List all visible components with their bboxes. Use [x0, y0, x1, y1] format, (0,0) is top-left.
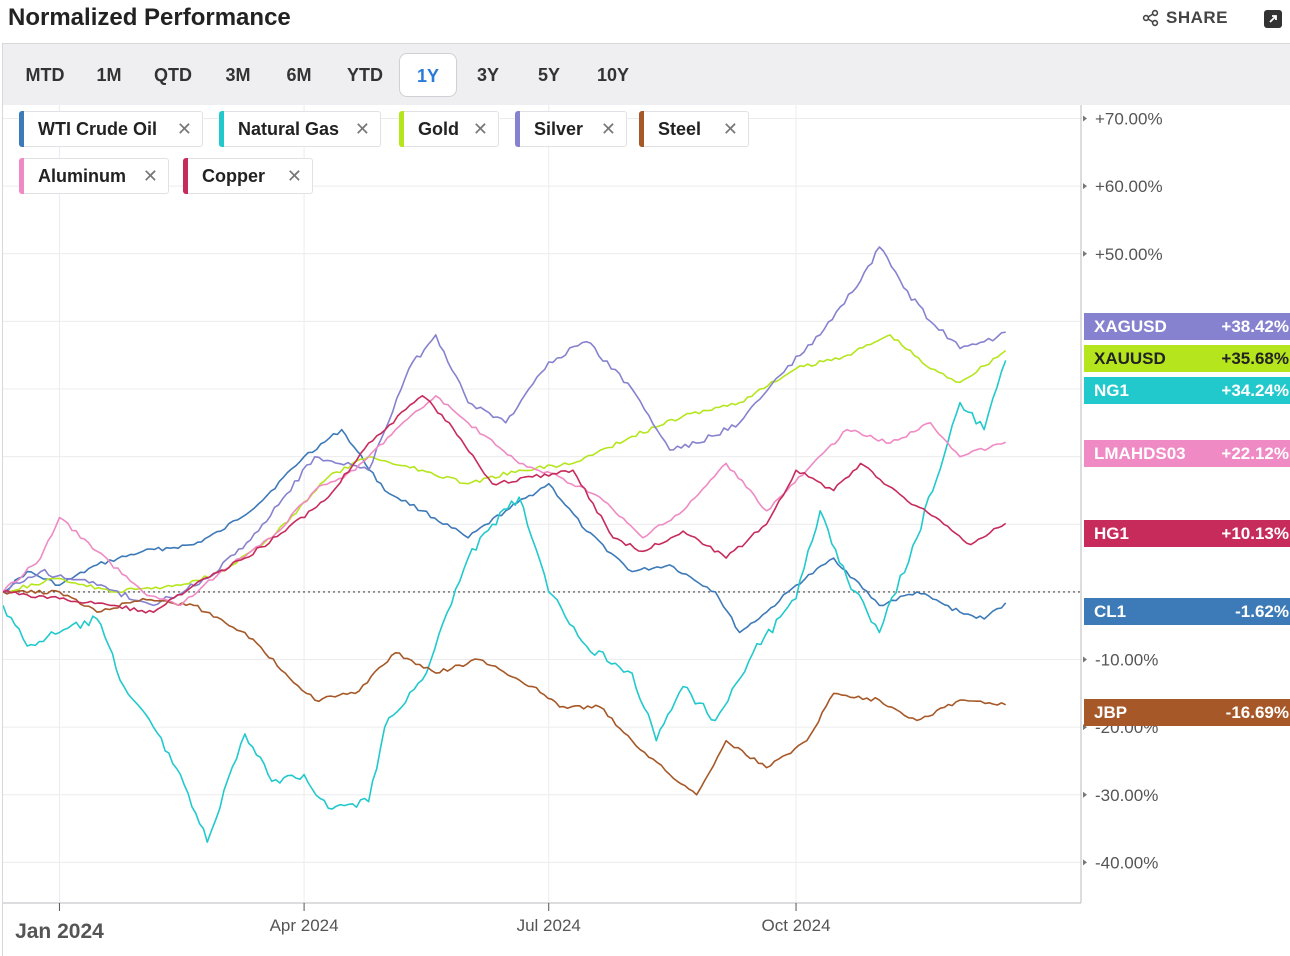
- legend-chip-silver[interactable]: Silver ✕: [515, 111, 627, 147]
- value-tag-ticker: XAGUSD: [1094, 316, 1167, 336]
- legend-chip-natural-gas[interactable]: Natural Gas ✕: [219, 111, 381, 147]
- value-tag-ng1: NG1 +34.24%: [1084, 377, 1290, 404]
- remove-series-icon[interactable]: ✕: [286, 165, 302, 186]
- expand-button[interactable]: [1264, 10, 1282, 28]
- range-button-3y[interactable]: 3Y: [476, 65, 500, 85]
- range-button-1y[interactable]: 1Y: [399, 53, 457, 97]
- share-button[interactable]: SHARE: [1142, 8, 1228, 28]
- range-toolbar: MTD 1M QTD 3M 6M YTD 1Y 3Y 5Y 10Y: [2, 43, 1290, 105]
- y-tick-mark: [1083, 859, 1087, 866]
- legend-color-swatch: [399, 111, 404, 147]
- legend-chip-aluminum[interactable]: Aluminum ✕: [19, 158, 169, 194]
- value-tag-value: +34.24%: [1221, 380, 1289, 400]
- range-button-5y[interactable]: 5Y: [537, 65, 561, 85]
- share-icon: [1142, 9, 1159, 27]
- series-line-xagusd[interactable]: [3, 246, 1006, 607]
- remove-series-icon[interactable]: ✕: [472, 118, 488, 139]
- remove-series-icon[interactable]: ✕: [354, 118, 370, 139]
- y-tick-mark: [1083, 183, 1087, 190]
- value-tag-ticker: NG1: [1094, 380, 1129, 400]
- value-tag-jbp: JBP -16.69%: [1084, 699, 1290, 726]
- remove-series-icon[interactable]: ✕: [142, 165, 158, 186]
- range-button-6m[interactable]: 6M: [286, 65, 312, 85]
- x-tick-label: Apr 2024: [270, 916, 339, 935]
- remove-series-icon[interactable]: ✕: [600, 118, 616, 139]
- value-tag-ticker: CL1: [1094, 601, 1127, 621]
- x-tick-label: Jul 2024: [517, 916, 581, 935]
- value-tag-value: -1.62%: [1235, 601, 1289, 621]
- expand-icon: [1269, 15, 1277, 23]
- chart-area: +70.00% +60.00% +50.00% -10.00% -20.00% -30.0…: [2, 105, 1290, 956]
- legend-label: Gold: [418, 118, 459, 139]
- series-line-hg1[interactable]: [3, 395, 1007, 614]
- legend-chip-steel[interactable]: Steel ✕: [639, 111, 749, 147]
- value-tag-value: +38.42%: [1221, 316, 1289, 336]
- legend-chip-wti-crude-oil[interactable]: WTI Crude Oil ✕: [19, 111, 203, 147]
- share-label: SHARE: [1166, 8, 1229, 27]
- value-tag-ticker: XAUUSD: [1094, 348, 1166, 368]
- value-tag-value: -16.69%: [1225, 702, 1289, 722]
- series-line-cl1[interactable]: [3, 428, 1007, 634]
- legend-color-swatch: [183, 158, 188, 194]
- range-button-10y[interactable]: 10Y: [596, 65, 630, 85]
- y-tick-mark: [1083, 656, 1087, 663]
- value-tag-value: +22.12%: [1221, 443, 1289, 463]
- legend-label: Silver: [534, 118, 584, 139]
- series-line-xauusd[interactable]: [3, 334, 1007, 594]
- range-button-3m[interactable]: 3M: [225, 65, 251, 85]
- value-tag-ticker: JBP: [1094, 702, 1128, 722]
- chart-canvas[interactable]: +70.00%+60.00%+50.00%-10.00%-20.00%-30.0…: [3, 105, 1290, 956]
- x-tick-label: Oct 2024: [762, 916, 831, 935]
- legend-color-swatch: [639, 111, 644, 147]
- legend-label: Steel: [658, 118, 702, 139]
- series-line-ng1[interactable]: [3, 360, 1007, 843]
- legend-label: Natural Gas: [238, 118, 340, 139]
- value-tag-value: +10.13%: [1221, 523, 1289, 543]
- value-tag-lmahds03: LMAHDS03 +22.12%: [1084, 440, 1290, 467]
- y-tick-label: -10.00%: [1095, 651, 1158, 670]
- y-tick-label: -40.00%: [1095, 853, 1158, 872]
- page-title: Normalized Performance: [8, 4, 291, 31]
- y-tick-mark: [1083, 115, 1087, 122]
- y-tick-mark: [1083, 250, 1087, 257]
- legend-color-swatch: [19, 111, 24, 147]
- y-tick-mark: [1083, 791, 1087, 798]
- y-tick-label: +60.00%: [1095, 177, 1163, 196]
- y-tick-label: +50.00%: [1095, 245, 1163, 264]
- legend-label: WTI Crude Oil: [38, 118, 157, 139]
- legend-label: Copper: [202, 165, 265, 186]
- value-tag-xagusd: XAGUSD +38.42%: [1084, 313, 1290, 340]
- value-tag-xauusd: XAUUSD +35.68%: [1084, 345, 1290, 372]
- legend-label: Aluminum: [38, 165, 126, 186]
- value-tag-hg1: HG1 +10.13%: [1084, 520, 1290, 547]
- range-button-mtd[interactable]: MTD: [25, 65, 65, 85]
- value-tag-cl1: CL1 -1.62%: [1084, 598, 1290, 625]
- legend-color-swatch: [219, 111, 224, 147]
- range-button-ytd[interactable]: YTD: [347, 65, 383, 85]
- legend-chip-gold[interactable]: Gold ✕: [399, 111, 499, 147]
- series-line-lmahds03[interactable]: [3, 395, 1006, 607]
- legend-color-swatch: [515, 111, 520, 147]
- range-button-1m[interactable]: 1M: [96, 65, 122, 85]
- remove-series-icon[interactable]: ✕: [176, 118, 192, 139]
- remove-series-icon[interactable]: ✕: [722, 118, 738, 139]
- value-tag-value: +35.68%: [1221, 348, 1289, 368]
- value-tag-ticker: HG1: [1094, 523, 1129, 543]
- legend-color-swatch: [19, 158, 24, 194]
- x-tick-label: Jan 2024: [15, 920, 104, 943]
- y-tick-label: +70.00%: [1095, 110, 1163, 129]
- series-line-jbp[interactable]: [3, 589, 1007, 796]
- y-tick-label: -30.00%: [1095, 786, 1158, 805]
- value-tag-ticker: LMAHDS03: [1094, 443, 1186, 463]
- legend-chip-copper[interactable]: Copper ✕: [183, 158, 313, 194]
- range-button-qtd[interactable]: QTD: [154, 65, 192, 85]
- chart-header: Normalized Performance SHARE: [0, 0, 1290, 42]
